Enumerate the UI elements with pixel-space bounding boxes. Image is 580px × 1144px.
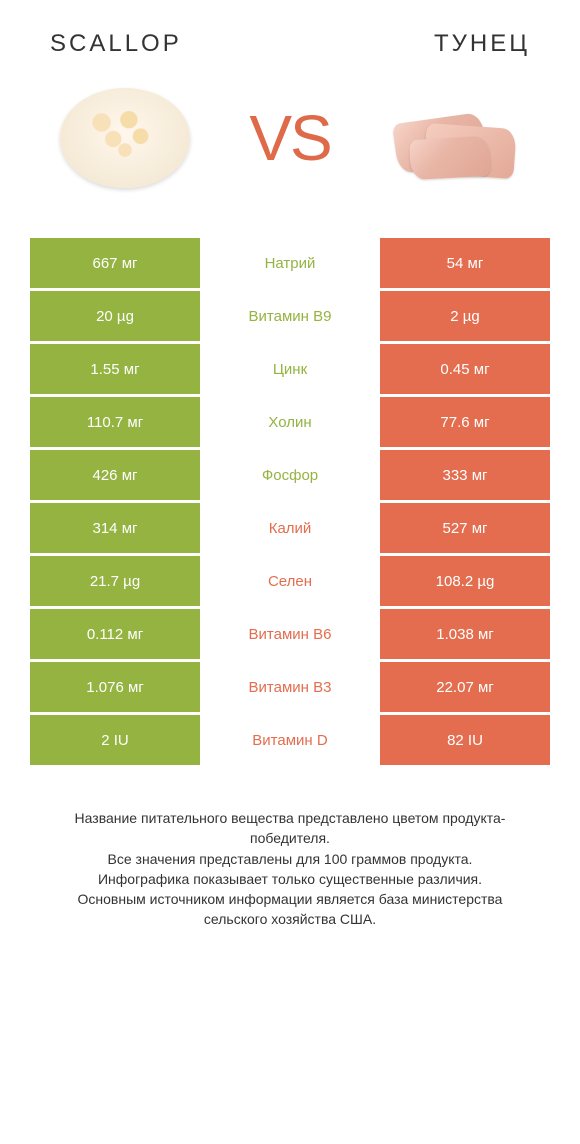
left-value: 426 мг: [30, 450, 200, 500]
left-value: 0.112 мг: [30, 609, 200, 659]
tuna-image: [380, 78, 530, 198]
left-value: 21.7 µg: [30, 556, 200, 606]
table-row: 2 IUВитамин D82 IU: [30, 715, 550, 765]
right-value: 527 мг: [380, 503, 550, 553]
infographic: SCALLOP ТУНЕЦ VS 667 мгНатрий54 мг20 µgВ…: [0, 0, 580, 950]
left-title: SCALLOP: [50, 30, 182, 58]
nutrient-label: Витамин D: [200, 715, 380, 765]
nutrient-label: Цинк: [200, 344, 380, 394]
right-value: 22.07 мг: [380, 662, 550, 712]
right-value: 77.6 мг: [380, 397, 550, 447]
nutrient-label: Селен: [200, 556, 380, 606]
footer-line: Все значения представлены для 100 граммо…: [50, 849, 530, 869]
table-row: 667 мгНатрий54 мг: [30, 238, 550, 288]
left-value: 2 IU: [30, 715, 200, 765]
vs-row: VS: [30, 68, 550, 238]
footer-text: Название питательного вещества представл…: [30, 768, 550, 930]
scallop-icon: [60, 88, 190, 188]
nutrient-label: Натрий: [200, 238, 380, 288]
tuna-icon: [385, 88, 525, 188]
nutrient-table: 667 мгНатрий54 мг20 µgВитамин B92 µg1.55…: [30, 238, 550, 768]
right-value: 82 IU: [380, 715, 550, 765]
nutrient-label: Витамин B3: [200, 662, 380, 712]
vs-label: VS: [249, 101, 330, 175]
nutrient-label: Фосфор: [200, 450, 380, 500]
right-value: 2 µg: [380, 291, 550, 341]
footer-line: Инфографика показывает только существенн…: [50, 869, 530, 889]
left-value: 314 мг: [30, 503, 200, 553]
nutrient-label: Витамин B9: [200, 291, 380, 341]
left-value: 1.55 мг: [30, 344, 200, 394]
right-value: 1.038 мг: [380, 609, 550, 659]
right-value: 333 мг: [380, 450, 550, 500]
table-row: 1.076 мгВитамин B322.07 мг: [30, 662, 550, 712]
table-row: 110.7 мгХолин77.6 мг: [30, 397, 550, 447]
nutrient-label: Калий: [200, 503, 380, 553]
footer-line: Название питательного вещества представл…: [50, 808, 530, 849]
nutrient-label: Холин: [200, 397, 380, 447]
left-value: 667 мг: [30, 238, 200, 288]
right-value: 0.45 мг: [380, 344, 550, 394]
footer-line: Основным источником информации является …: [50, 889, 530, 930]
left-value: 1.076 мг: [30, 662, 200, 712]
titles-row: SCALLOP ТУНЕЦ: [30, 30, 550, 68]
left-value: 20 µg: [30, 291, 200, 341]
table-row: 0.112 мгВитамин B61.038 мг: [30, 609, 550, 659]
table-row: 314 мгКалий527 мг: [30, 503, 550, 553]
table-row: 426 мгФосфор333 мг: [30, 450, 550, 500]
table-row: 21.7 µgСелен108.2 µg: [30, 556, 550, 606]
nutrient-label: Витамин B6: [200, 609, 380, 659]
right-value: 54 мг: [380, 238, 550, 288]
table-row: 1.55 мгЦинк0.45 мг: [30, 344, 550, 394]
left-value: 110.7 мг: [30, 397, 200, 447]
right-value: 108.2 µg: [380, 556, 550, 606]
table-row: 20 µgВитамин B92 µg: [30, 291, 550, 341]
right-title: ТУНЕЦ: [434, 30, 530, 58]
scallop-image: [50, 78, 200, 198]
